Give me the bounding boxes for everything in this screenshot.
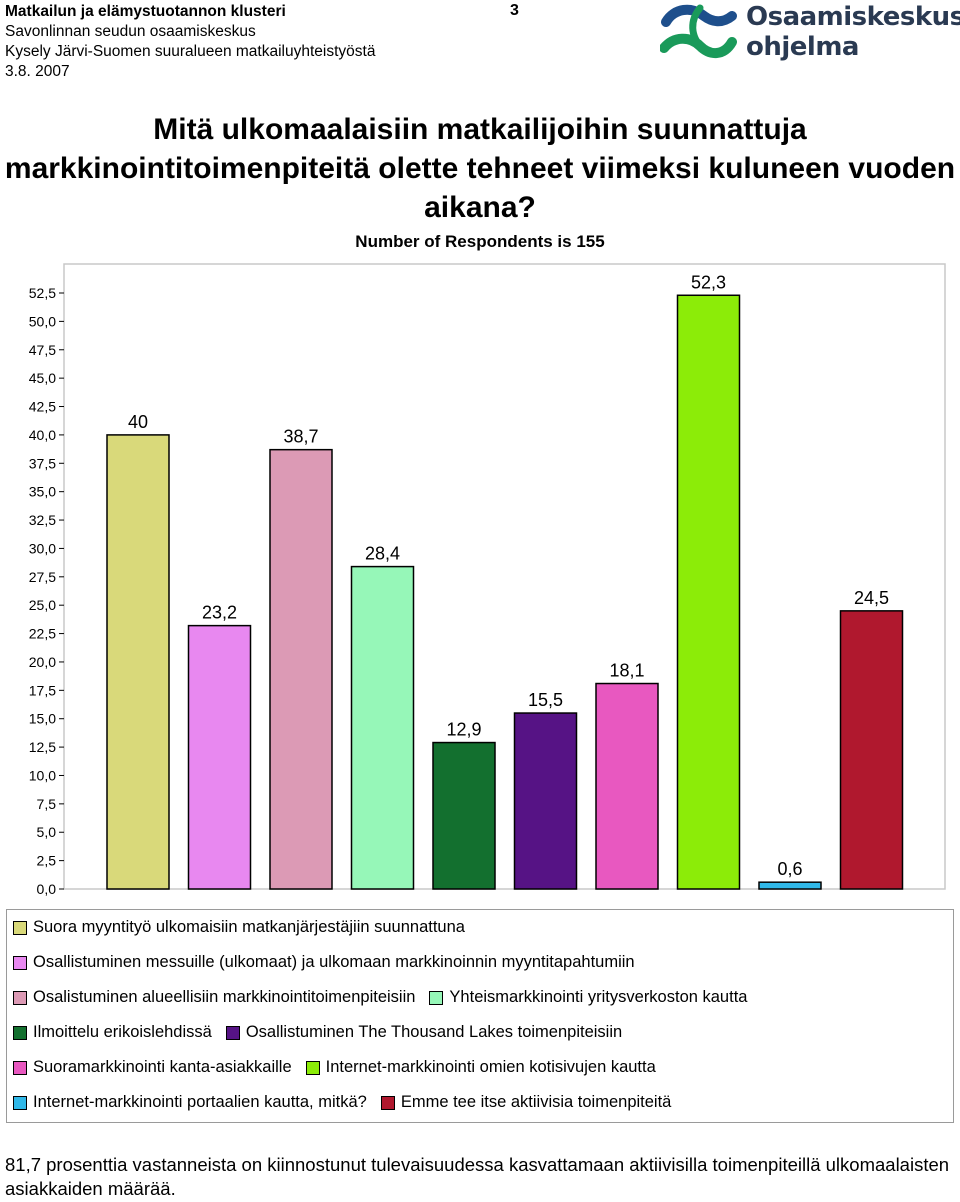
legend-label: Ilmoittelu erikoislehdissä <box>33 1023 212 1042</box>
legend-item: Suoramarkkinointi kanta-asiakkaille <box>13 1058 292 1077</box>
y-tick-label: 52,5 <box>29 285 56 301</box>
legend-swatch <box>305 1060 320 1075</box>
y-tick-label: 32,5 <box>29 512 56 528</box>
y-tick-label: 7,5 <box>37 796 57 812</box>
y-tick-label: 25,0 <box>29 597 56 613</box>
bar <box>839 610 904 890</box>
legend-row: Internet-markkinointi portaalien kautta,… <box>13 1093 685 1115</box>
legend-label: Osallistuminen The Thousand Lakes toimen… <box>245 1023 623 1042</box>
legend-item: Osallistuminen The Thousand Lakes toimen… <box>225 1023 623 1042</box>
legend-item: Yhteismarkkinointi yritysverkoston kautt… <box>429 988 747 1007</box>
legend-row: Suoramarkkinointi kanta-asiakkaille Inter… <box>13 1058 670 1080</box>
header-organization: Savonlinnan seudun osaamiskeskus <box>5 23 256 40</box>
legend-item: Internet-markkinointi omien kotisivujen … <box>305 1058 656 1077</box>
bar-value-label: 40 <box>128 412 148 432</box>
legend-swatch <box>13 920 27 935</box>
logo-mark-icon <box>659 4 737 58</box>
legend-swatch <box>13 1095 27 1110</box>
legend-swatch <box>13 1060 27 1075</box>
y-tick-label: 2,5 <box>37 853 57 869</box>
legend-item: Ilmoittelu erikoislehdissä <box>13 1023 212 1042</box>
y-tick-label: 12,5 <box>29 739 56 755</box>
header-date: 3.8. 2007 <box>5 63 70 80</box>
y-tick-label: 35,0 <box>29 484 56 500</box>
y-tick-label: 20,0 <box>29 654 56 670</box>
y-tick-label: 17,5 <box>29 682 56 698</box>
bar-value-label: 52,3 <box>691 272 726 292</box>
logo-text: Osaamiskeskus- ohjelma <box>746 2 960 62</box>
y-tick-label: 40,0 <box>29 427 56 443</box>
y-tick-label: 37,5 <box>29 455 56 471</box>
y-tick-label: 22,5 <box>29 626 56 642</box>
header-survey: Kysely Järvi-Suomen suuralueen matkailuy… <box>5 43 376 60</box>
legend-label: Yhteismarkkinointi yritysverkoston kautt… <box>449 988 748 1007</box>
legend-item: Osallistuminen messuille (ulkomaat) ja u… <box>13 953 635 972</box>
osaamiskeskus-logo: Osaamiskeskus- ohjelma <box>659 2 960 66</box>
y-tick-label: 0,0 <box>37 881 57 897</box>
logo-text-line1: Osaamiskeskus- <box>746 2 960 32</box>
bar-value-label: 18,1 <box>609 661 644 681</box>
bar <box>432 741 496 890</box>
y-tick-label: 15,0 <box>29 711 56 727</box>
legend-row: Osalistuminen alueellisiin markkinointit… <box>13 988 761 1010</box>
bar <box>350 565 415 890</box>
logo-text-line2: ohjelma <box>746 32 859 62</box>
bar-value-label: 0,6 <box>777 859 802 879</box>
legend-swatch <box>13 1025 27 1040</box>
bar-value-label: 15,5 <box>528 690 563 710</box>
bar-value-label: 12,9 <box>446 720 481 740</box>
bar <box>269 448 333 890</box>
legend-label: Suoramarkkinointi kanta-asiakkaille <box>33 1058 292 1077</box>
y-tick-label: 42,5 <box>29 399 56 415</box>
page-header: Matkailun ja elämystuotannon klusteri Sa… <box>5 2 375 82</box>
bar-value-label: 24,5 <box>854 588 889 608</box>
legend-item: Osalistuminen alueellisiin markkinointit… <box>13 988 415 1007</box>
bar <box>187 624 252 890</box>
bar <box>595 682 659 890</box>
legend-label: Osallistuminen messuille (ulkomaat) ja u… <box>33 953 635 972</box>
legend-swatch <box>13 955 27 970</box>
legend-row: Ilmoittelu erikoislehdissä Osallistuminen… <box>13 1023 636 1045</box>
legend-swatch <box>13 990 27 1005</box>
bar <box>106 434 170 890</box>
y-tick-label: 50,0 <box>29 313 56 329</box>
y-tick-label: 30,0 <box>29 540 56 556</box>
legend-item: Internet-markkinointi portaalien kautta,… <box>13 1093 367 1112</box>
legend-swatch <box>429 990 444 1005</box>
bar-chart: 0,0 2,5 5,0 7,5 10,0 12,5 15,0 17,5 20,0 22,5 25,0… <box>29 263 946 897</box>
bar-value-label: 23,2 <box>202 603 237 623</box>
legend-label: Suora myyntityö ulkomaisiin matkanjärjes… <box>33 918 465 937</box>
bar <box>513 712 578 890</box>
chart-legend: Suora myyntityö ulkomaisiin matkanjärjes… <box>6 909 954 1123</box>
bar <box>758 881 822 890</box>
y-tick-label: 47,5 <box>29 342 56 358</box>
chart-title: Mitä ulkomaalaisiin matkailijoihin suunn… <box>4 113 956 224</box>
legend-swatch <box>225 1025 240 1040</box>
bar <box>676 294 741 890</box>
y-tick-label: 5,0 <box>37 824 57 840</box>
legend-item: Suora myyntityö ulkomaisiin matkanjärjes… <box>13 918 465 937</box>
legend-item: Emme tee itse aktiivisia toimenpiteitä <box>380 1093 672 1112</box>
legend-label: Internet-markkinointi portaalien kautta,… <box>33 1093 367 1112</box>
bar-value-label: 28,4 <box>365 544 400 564</box>
y-tick-label: 45,0 <box>29 370 56 386</box>
bar-value-label: 38,7 <box>283 427 318 447</box>
footnote: 81,7 prosenttia vastanneista on kiinnost… <box>5 1154 950 1199</box>
legend-row: Suora myyntityö ulkomaisiin matkanjärjes… <box>13 918 479 940</box>
page-number: 3 <box>510 2 519 19</box>
chart-subtitle: Number of Respondents is 155 <box>355 232 605 251</box>
legend-label: Osalistuminen alueellisiin markkinointit… <box>33 988 416 1007</box>
legend-label: Internet-markkinointi omien kotisivujen … <box>325 1058 656 1077</box>
legend-row: Osallistuminen messuille (ulkomaat) ja u… <box>13 953 649 975</box>
y-tick-label: 27,5 <box>29 569 56 585</box>
legend-swatch <box>380 1095 395 1110</box>
header-title: Matkailun ja elämystuotannon klusteri <box>5 3 286 20</box>
legend-label: Emme tee itse aktiivisia toimenpiteitä <box>400 1093 672 1112</box>
y-tick-label: 10,0 <box>29 767 56 783</box>
